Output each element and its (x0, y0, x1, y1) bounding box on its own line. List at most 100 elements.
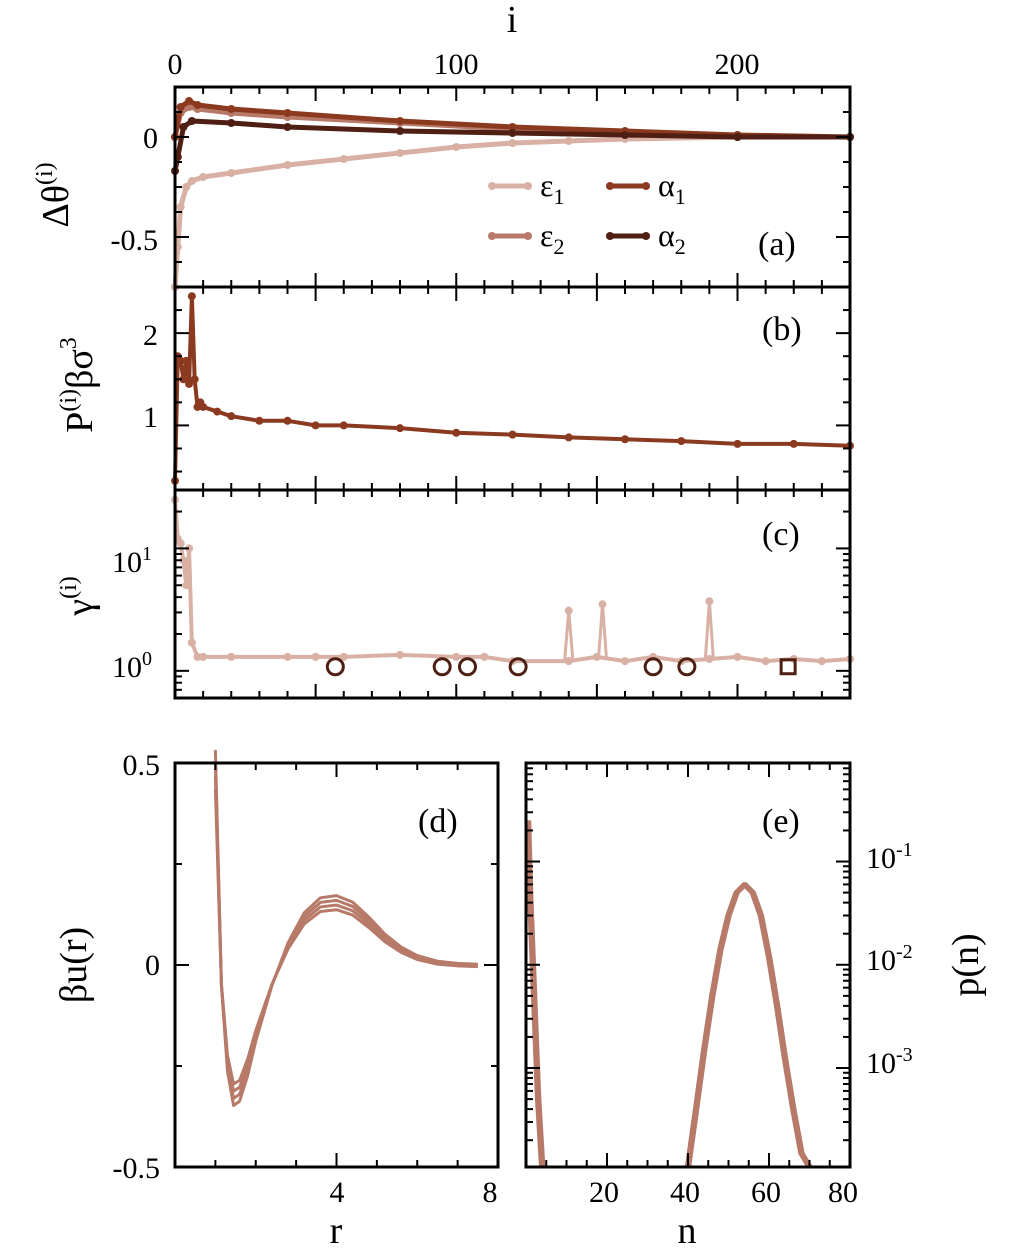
panel-b-series-alpha1-point-3 (179, 375, 188, 384)
panel-e-label: (e) (762, 803, 800, 840)
legend-dot-eps2 (488, 232, 496, 240)
panel-a-series-eps1-point-5 (199, 173, 208, 181)
panel-c-series-eps1-point-7 (193, 652, 202, 661)
panel-b-ytick-2: 2 (143, 319, 158, 352)
legend-entry-alpha2: α2 (606, 217, 686, 259)
panel-b-ytick-1: 1 (143, 401, 158, 434)
legend-dot-eps2-end (524, 232, 532, 240)
legend-dot-alpha2 (606, 232, 614, 240)
panel-b-label: (b) (762, 311, 802, 348)
panel-b-series-alpha1-point-5 (185, 379, 194, 388)
panel-d-label: (d) (418, 803, 458, 840)
panel-c-series-eps1-point-8 (199, 652, 208, 661)
panel-a-series-alpha2-point-5 (283, 123, 292, 131)
legend-entry-eps2: ε2 (488, 217, 564, 259)
svg-text:P(i)βσ3: P(i)βσ3 (56, 337, 101, 433)
panel-c-series-eps1-point-12 (339, 652, 348, 661)
panel-e-ytick-1e-2: 10-2 (866, 941, 913, 977)
panel-a-series-eps1-point-7 (283, 161, 292, 169)
panel-c-label: (c) (762, 516, 800, 553)
legend-label-alpha2: α2 (658, 217, 686, 259)
panel-a-series-alpha2-point-7 (508, 129, 517, 137)
panel-d-xtick-8: 8 (483, 1176, 498, 1209)
panel-a-series-alpha2-point-8 (621, 131, 629, 139)
panel-d-xlabel: r (330, 1210, 343, 1252)
panel-e-xtick-40: 40 (670, 1176, 700, 1209)
panel-a-ytick-0: 0 (143, 122, 158, 155)
panel-a-series-alpha1-point-2 (185, 97, 194, 105)
panel-a-series-eps1-point-3 (182, 183, 191, 191)
panel-c-series-eps1-point-10 (283, 652, 292, 661)
panel-c-series-eps1-point-24 (761, 657, 770, 666)
panel-a-ytick-neg05: -0.5 (111, 224, 159, 257)
panel-c-open-circle-0 (325, 657, 345, 677)
panel-a-series-eps1-point-8 (339, 155, 348, 163)
panel-c-open-circle-2 (458, 657, 477, 677)
panel-d-curve-3 (213, 750, 478, 1108)
legend-dot-alpha1 (606, 182, 614, 190)
panel-c-series-eps1-point-11 (311, 652, 320, 661)
panel-c-series-eps1-point-19 (621, 657, 629, 666)
panel-b-series-alpha1-point-13 (255, 416, 264, 425)
panel-a-series-alpha1-point-6 (396, 117, 404, 125)
panel-b-series-alpha1-point-22 (677, 437, 686, 446)
panel-b-series-alpha1-point-18 (452, 428, 461, 437)
panel-a-series-alpha2-point-6 (396, 127, 404, 135)
panel-c-open-circle-3 (508, 657, 528, 677)
panel-a-series-alpha2-point-2 (179, 123, 188, 131)
panel-a-series-eps1-point-4 (187, 177, 196, 185)
panel-e-ylabel: p(n) (945, 933, 987, 996)
panel-a-series-eps1-point-12 (564, 137, 573, 145)
legend-dot-eps1-end (524, 182, 532, 190)
panel-a-series-eps1-line (172, 134, 850, 288)
panel-b-series-alpha1-point-21 (621, 435, 629, 444)
panel-c-series-eps1-point-4 (182, 581, 191, 590)
panel-c-series-eps1-point-14 (452, 652, 461, 661)
legend-dot-alpha1-end (642, 182, 650, 190)
panel-c-series-eps1-point-6 (187, 638, 196, 647)
legend-label-alpha1: α1 (658, 167, 686, 209)
panel-c-series-eps1-line (173, 499, 851, 664)
panel-a-series-eps1-point-10 (452, 143, 461, 151)
panel-c-open-circle-5 (677, 657, 697, 677)
legend-dot-eps1 (488, 182, 496, 190)
panel-c-ytick-10e1: 101 (112, 543, 152, 579)
panel-e-xlabel: n (678, 1210, 697, 1252)
panel-d-ylabel: βu(r) (53, 927, 95, 1003)
panel-b-series-alpha1-point-6 (187, 292, 196, 301)
panel-c-open-circle-1 (432, 657, 452, 677)
panel-a-series-alpha2-point-9 (733, 133, 742, 141)
legend-entry-eps1: ε1 (488, 167, 564, 209)
panel-d-xtick-4: 4 (330, 1176, 345, 1209)
panel-a-series-alpha2-point-3 (187, 117, 196, 125)
panel-c-frame (173, 488, 852, 700)
panel-a-series-alpha1-point-3 (193, 101, 202, 109)
panel-b-series-alpha1-point-14 (283, 416, 292, 425)
panel-b-series-alpha1-point-19 (508, 430, 517, 439)
legend-label-eps1: ε1 (540, 167, 564, 209)
panel-c-series-eps1-point-17 (564, 657, 573, 666)
panel-b-series-alpha1-point-15 (311, 421, 320, 430)
panel-b-series-alpha1-point-17 (396, 424, 404, 433)
panel-a-series-alpha1-point-5 (283, 109, 292, 117)
panel-e-frame (524, 761, 852, 1169)
panel-c-spike-1 (597, 604, 608, 660)
panel-b-series-alpha1-point-7 (190, 375, 199, 384)
panel-a-series-eps1-point-9 (396, 149, 404, 157)
panel-e-xtick-60: 60 (751, 1176, 781, 1209)
panel-c-spike-2 (703, 601, 715, 660)
panel-e-xtick-80: 80 (828, 1176, 858, 1209)
panel-b-frame (173, 285, 852, 492)
panel-c-series-eps1-point-22 (705, 654, 714, 663)
panel-b-series-alpha1-point-11 (213, 407, 222, 416)
panel-c-series-eps1-point-23 (733, 652, 742, 661)
panel-c-ytick-10e0: 100 (112, 648, 152, 684)
svg-text:Δθ(i): Δθ(i) (32, 162, 77, 227)
panel-e-peak-curve-0 (684, 882, 811, 1169)
panel-c-series-eps1-point-5 (185, 544, 194, 553)
panel-b-series-alpha1-point-16 (339, 421, 348, 430)
panel-c-series-eps1-point-9 (227, 652, 236, 661)
panel-b-ylabel: P(i)βσ3 (56, 337, 101, 433)
panel-b-series-alpha1-point-20 (564, 433, 573, 442)
